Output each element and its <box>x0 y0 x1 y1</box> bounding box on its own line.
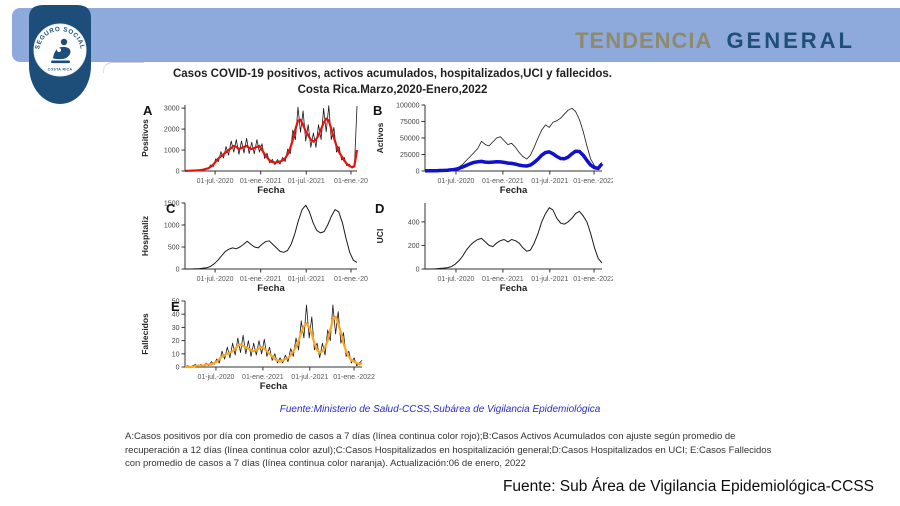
x-tick-label: 01-ene.-20 <box>334 276 368 283</box>
x-axis-label: Fecha <box>260 381 288 392</box>
y-tick-label: 2000 <box>164 127 180 134</box>
series-line <box>185 204 358 270</box>
y-axis-label: Fallecidos <box>140 313 150 355</box>
y-axis-label: UCI <box>375 229 385 244</box>
y-tick-label: 1000 <box>164 148 180 155</box>
series-line <box>425 107 603 172</box>
y-tick-label: 50 <box>172 299 180 306</box>
y-axis-label: Positivos <box>140 119 150 157</box>
x-axis-label: Fecha <box>257 283 285 294</box>
page-title-tendencia: TENDENCIA <box>575 28 713 53</box>
y-tick-label: 50000 <box>400 136 420 143</box>
x-axis-label: Fecha <box>500 283 528 294</box>
chart-panel-uci: 0 200 400 01-jul.-2020 01-ene.-2021 01-jul.-2… <box>363 191 613 295</box>
figure-title-line1: Casos COVID-19 positivos, activos acumul… <box>172 68 613 80</box>
x-tick-label: 01-jul.-2021 <box>531 178 568 185</box>
x-tick-label: 01-jul.-2021 <box>291 374 328 381</box>
logo-text-bottom: COSTA RICA <box>48 68 73 72</box>
panel-letter: B <box>373 103 382 118</box>
chart-panel-hospitalizados: 0 500 1000 1500 01-jul.-2020 01-ene.-2021 01-j… <box>140 191 372 295</box>
panel-letter: C <box>166 201 176 216</box>
x-tick-label: 01-ene.-2021 <box>482 276 524 283</box>
x-tick-label: 01-jul.-2021 <box>531 276 568 283</box>
panel-letter: E <box>171 299 180 314</box>
series-line <box>425 207 603 270</box>
y-tick-label: 0 <box>416 169 420 176</box>
figure-caption: A:Casos positivos por día con promedio d… <box>125 431 772 469</box>
panel-letter: A <box>143 103 153 118</box>
y-tick-label: 1000 <box>164 223 180 230</box>
y-tick-label: 3000 <box>164 106 180 113</box>
content-box-corner <box>103 62 144 73</box>
x-tick-label: 01-ene.-20 <box>334 178 368 185</box>
y-tick-label: 0 <box>176 169 180 176</box>
y-tick-label: 75000 <box>400 119 420 126</box>
x-tick-label: 01-jul.-2020 <box>197 276 234 283</box>
x-tick-label: 01-jul.-2020 <box>437 178 474 185</box>
panel-letter: D <box>375 201 384 216</box>
y-tick-label: 0 <box>416 267 420 274</box>
y-axis-label: Hospitaliz <box>140 216 150 256</box>
y-tick-label: 500 <box>168 245 180 252</box>
series-line <box>185 315 363 369</box>
series-line <box>424 149 604 173</box>
y-axis-label: Activos <box>375 122 385 153</box>
chart-panel-fallecidos: 0 10 20 30 40 50 01-jul.-2020 01-ene.-2021 01-ju… <box>140 289 387 393</box>
x-tick-label: 01-jul.-2021 <box>288 276 325 283</box>
y-tick-label: 30 <box>172 325 180 332</box>
x-tick-label: 01-ene.-2021 <box>240 178 282 185</box>
series-line <box>184 117 359 172</box>
y-tick-label: 25000 <box>400 152 420 159</box>
seguro-social-logo: SEGURO SOCIAL COSTA RICA <box>29 5 91 104</box>
y-tick-label: 10 <box>172 351 180 358</box>
footer-source: Fuente: Sub Área de Vigilancia Epidemiol… <box>502 478 874 495</box>
x-tick-label: 01-jul.-2021 <box>288 178 325 185</box>
figure-title-line2: Costa Rica.Marzo,2020-Enero,2022 <box>297 84 488 96</box>
y-tick-label: 1500 <box>164 201 180 208</box>
mother-child-emblem <box>51 38 71 64</box>
x-tick-label: 01-ene.-2021 <box>240 276 282 283</box>
x-tick-label: 01-ene.-2022 <box>333 374 375 381</box>
chart-panel-positivos: 0 1000 2000 3000 01-jul.-2020 01-ene.-2021 01-… <box>140 93 372 197</box>
x-tick-label: 01-jul.-2020 <box>197 178 234 185</box>
x-tick-label: 01-jul.-2020 <box>197 374 234 381</box>
y-tick-label: 0 <box>176 365 180 372</box>
y-tick-label: 100000 <box>396 103 419 110</box>
x-tick-label: 01-ene.-2021 <box>242 374 284 381</box>
y-tick-label: 200 <box>408 243 420 250</box>
x-axis-label: Fecha <box>500 185 528 196</box>
page-title-general: GENERAL <box>726 28 855 53</box>
figure-source: Fuente:Ministerio de Salud-CCSS,Subárea … <box>279 404 601 415</box>
x-tick-label: 01-ene.-2022 <box>573 178 613 185</box>
y-tick-label: 20 <box>172 338 180 345</box>
header-banner <box>12 8 900 62</box>
x-tick-label: 01-jul.-2020 <box>437 276 474 283</box>
y-tick-label: 400 <box>408 219 420 226</box>
figure-title: Casos COVID-19 positivos, activos acumul… <box>110 66 675 98</box>
chart-panel-activos: 0 25000 50000 75000 100000 01-jul.-2020 01-ene… <box>363 93 613 197</box>
y-tick-label: 40 <box>172 312 180 319</box>
x-axis-label: Fecha <box>257 185 285 196</box>
x-tick-label: 01-ene.-2022 <box>573 276 613 283</box>
y-tick-label: 0 <box>176 267 180 274</box>
page-title: TENDENCIA GENERAL <box>575 28 855 54</box>
x-tick-label: 01-ene.-2021 <box>482 178 524 185</box>
